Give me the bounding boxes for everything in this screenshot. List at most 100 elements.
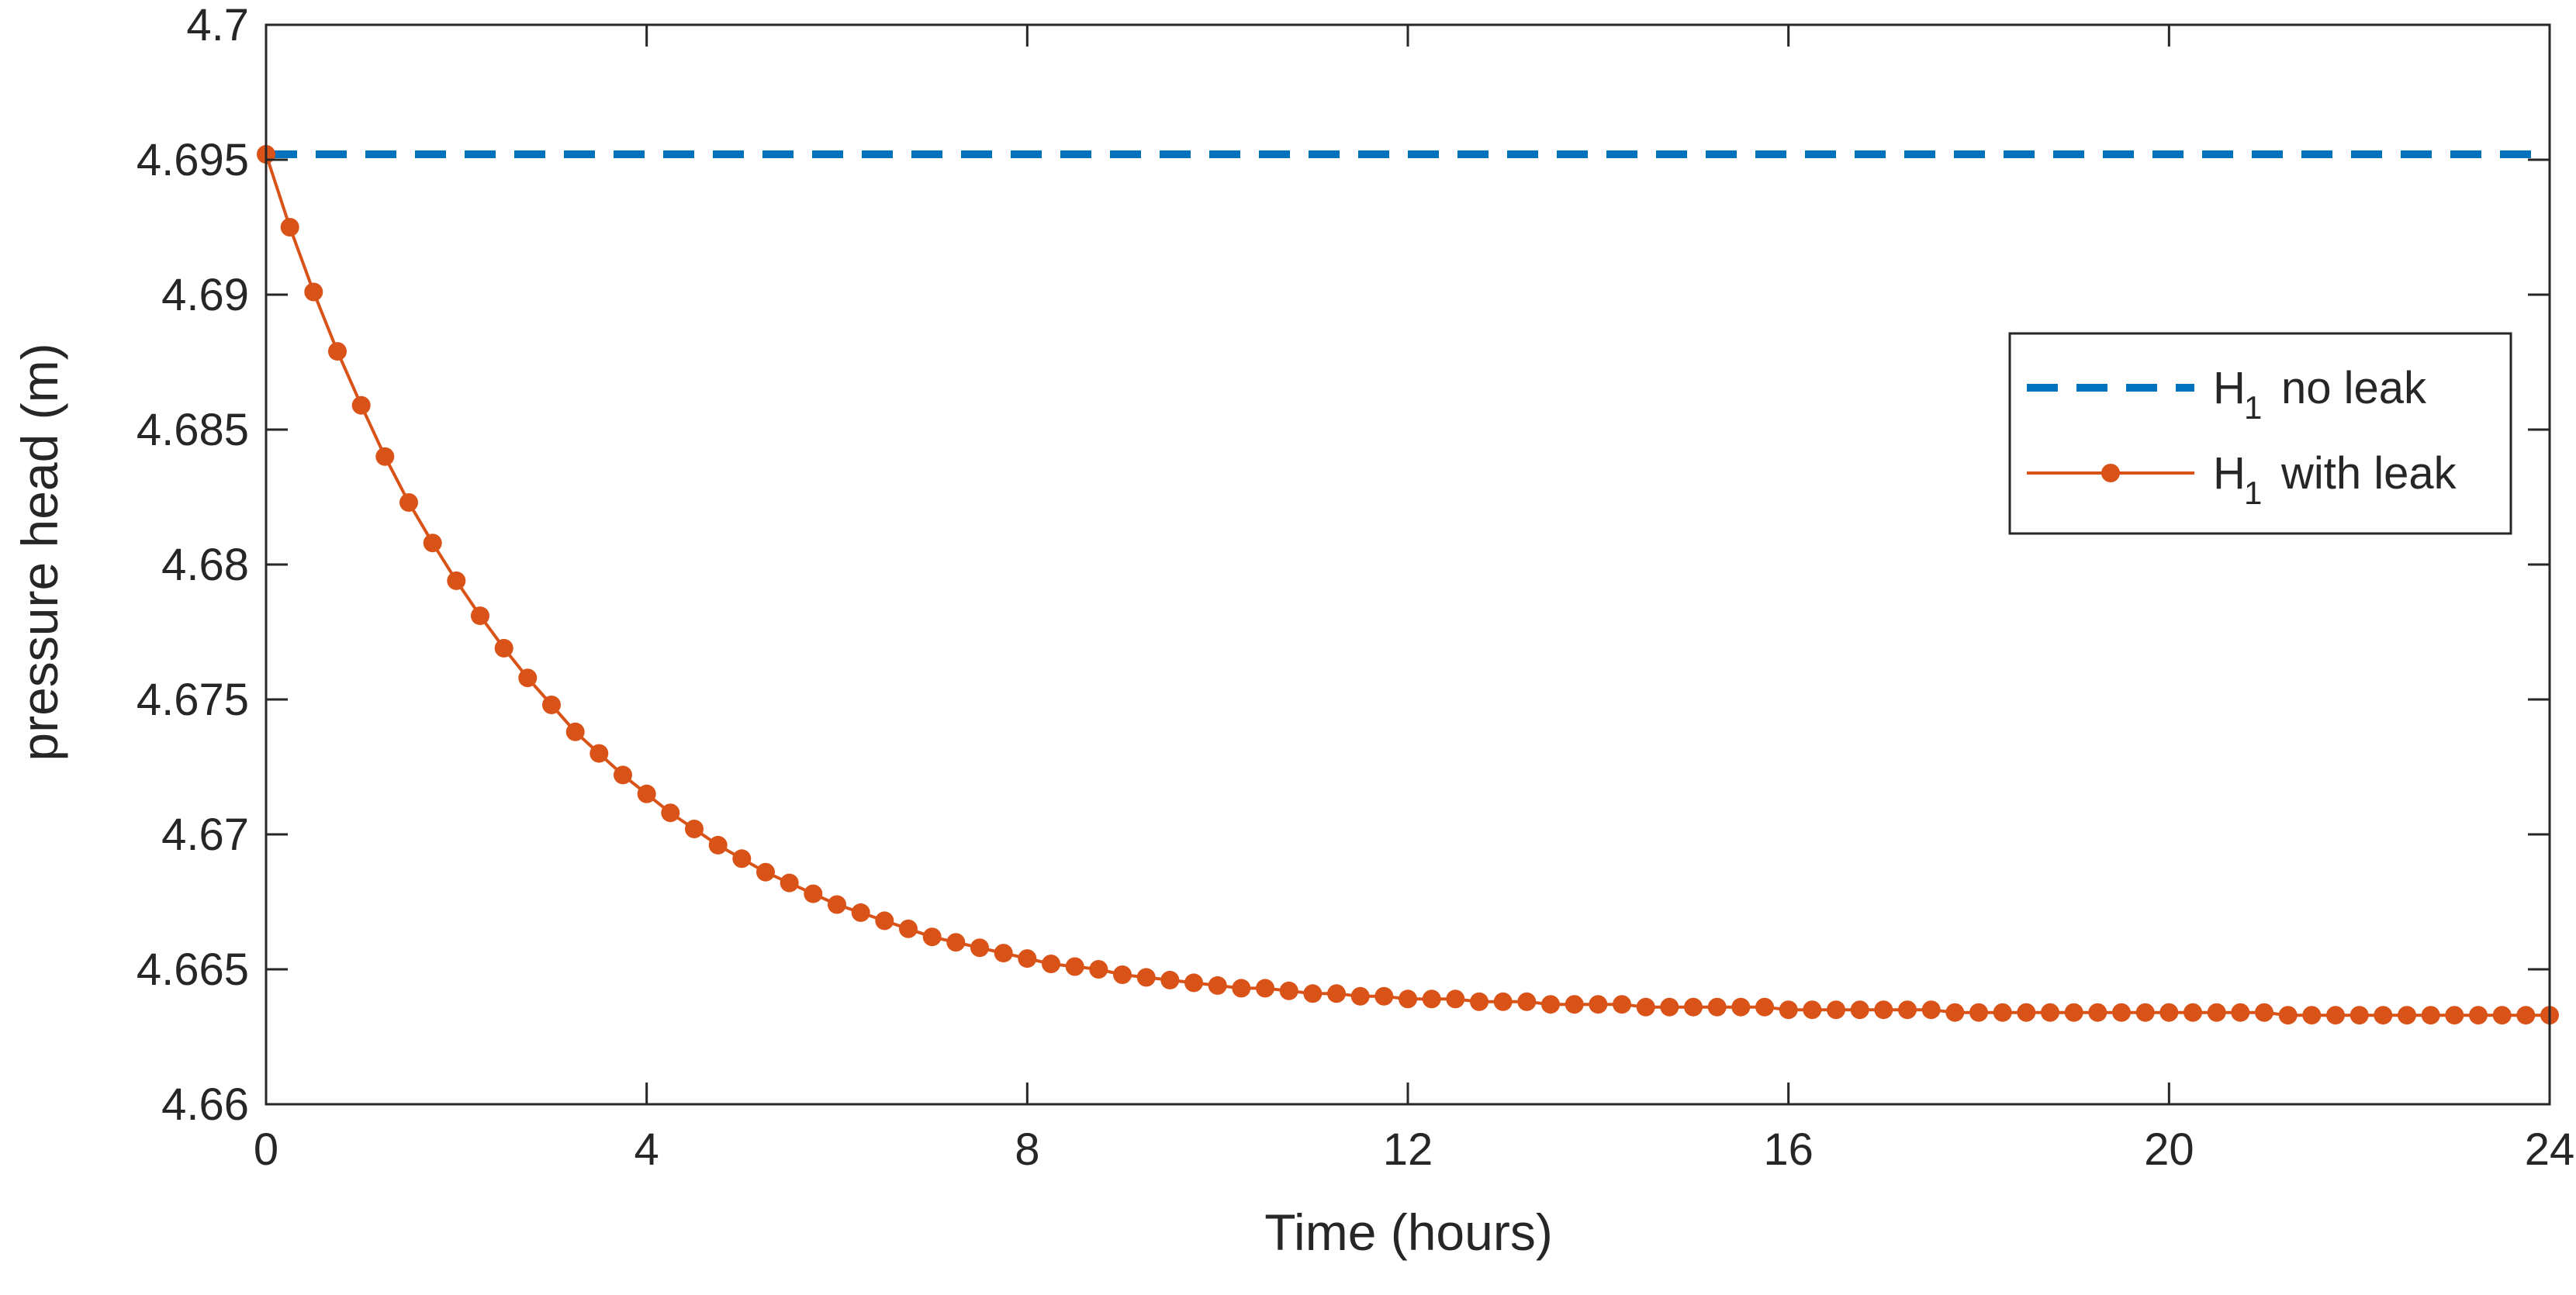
series-2-point (1470, 992, 1489, 1011)
series-2-point (2421, 1006, 2440, 1025)
series-2-point (1399, 989, 1417, 1009)
series-2-point (1136, 968, 1156, 987)
y-tick-label: 4.7 (186, 0, 249, 50)
series-2-point (1374, 986, 1394, 1006)
series-2-point (1541, 995, 1560, 1014)
series-2-point (1493, 992, 1513, 1011)
series-2-point (1279, 981, 1298, 1000)
series-2-point (1113, 965, 1132, 984)
series-2-point (423, 534, 442, 553)
legend-label-subscript: 1 (2244, 475, 2262, 511)
y-tick-label: 4.68 (161, 540, 249, 590)
x-tick-label: 12 (1383, 1124, 1433, 1175)
series-2-point (1921, 1000, 1941, 1020)
series-2-point (2278, 1006, 2298, 1025)
series-2-point (351, 395, 371, 415)
series-2-point (518, 668, 538, 688)
series-2-point (1446, 989, 1465, 1009)
series-2-point (1731, 997, 1751, 1017)
series-2-point (1208, 976, 1227, 995)
series-2-point (614, 765, 632, 785)
x-tick-label: 24 (2525, 1124, 2575, 1175)
series-2-point (922, 927, 942, 947)
series-2-point (280, 218, 299, 237)
series-2-point (590, 744, 609, 763)
series-2-point (1042, 955, 1060, 973)
y-tick-label: 4.69 (161, 270, 249, 320)
y-tick-label: 4.665 (137, 944, 249, 995)
series-2-point (1636, 997, 1655, 1017)
series-2-point (2088, 1003, 2107, 1022)
series-2-point (2041, 1003, 2059, 1022)
series-2-point (1874, 1000, 1893, 1020)
series-2-point (1850, 1000, 1869, 1020)
legend-label-text: no leak (2281, 363, 2427, 413)
series-2-point (565, 722, 585, 741)
series-2-point (2374, 1006, 2393, 1025)
series-2-point (828, 895, 846, 914)
series-2-point (2516, 1006, 2536, 1025)
series-2-point (1898, 1000, 1917, 1020)
series-2-point (2064, 1003, 2083, 1022)
series-2-point (2112, 1003, 2131, 1022)
series-2-point (2398, 1006, 2416, 1025)
series-2-point (2255, 1003, 2273, 1022)
series-2-point (2445, 1006, 2464, 1025)
series-2-point (780, 873, 799, 893)
series-2-point (304, 282, 323, 302)
x-tick-label: 4 (634, 1124, 659, 1175)
series-2-point (2207, 1003, 2226, 1022)
series-2-point (1589, 995, 1608, 1014)
x-tick-label: 8 (1015, 1124, 1039, 1175)
series-2-point (1613, 995, 1631, 1014)
series-2-point (2326, 1006, 2345, 1025)
series-2-point (1993, 1003, 2012, 1022)
series-2-point (1232, 979, 1251, 998)
series-2-point (2350, 1006, 2369, 1025)
x-tick-label: 0 (254, 1124, 278, 1175)
series-2-point (1089, 960, 1108, 979)
series-2-point (471, 606, 489, 626)
axes: 0 4 8 12 16 20 24 4.66 4.665 4.67 4.675 4.68 4.685 4.… (137, 0, 2574, 1175)
series-2-point (542, 696, 561, 714)
series-2-point (1184, 973, 1203, 993)
series-2-point (875, 911, 894, 931)
x-axis-label: Time (hours) (1264, 1203, 1553, 1261)
series-2-point (1160, 970, 1180, 989)
series-2-point (1065, 957, 1084, 976)
series-2-point (637, 784, 656, 803)
series-2-point (1256, 979, 1274, 998)
series-2-point (899, 919, 918, 938)
series-2-point (494, 638, 513, 658)
series-2-point (2469, 1006, 2488, 1025)
x-tick-label: 20 (2144, 1124, 2194, 1175)
series-2-point (1327, 984, 1346, 1003)
series-2-point (2184, 1003, 2202, 1022)
series-2-point (1350, 986, 1370, 1006)
series-2-point (804, 884, 823, 903)
series-2-point (2231, 1003, 2250, 1022)
series-2-point (1517, 992, 1537, 1011)
legend-box (2008, 332, 2512, 535)
series-2-point (970, 938, 989, 958)
series-2-point (1803, 1000, 1822, 1020)
y-axis-label: pressure head (m) (11, 343, 68, 761)
series-2-point (994, 944, 1013, 963)
series-2-point (1945, 1003, 1965, 1022)
series-2-point (1969, 1003, 1988, 1022)
legend-label-base: H (2213, 448, 2246, 499)
y-tick-label: 4.695 (137, 135, 249, 185)
plot-area (257, 145, 2559, 1025)
series-2-point (328, 342, 347, 361)
series-2-point (2492, 1006, 2512, 1025)
series-2-point (1707, 997, 1727, 1017)
series-2-point (1827, 1000, 1845, 1020)
series-2-point (946, 933, 966, 952)
series-2-point (661, 803, 680, 823)
y-tick-label: 4.66 (161, 1079, 249, 1130)
legend-label-text: with leak (2280, 448, 2457, 499)
series-2-point (1684, 997, 1703, 1017)
series-2-point (708, 835, 728, 855)
